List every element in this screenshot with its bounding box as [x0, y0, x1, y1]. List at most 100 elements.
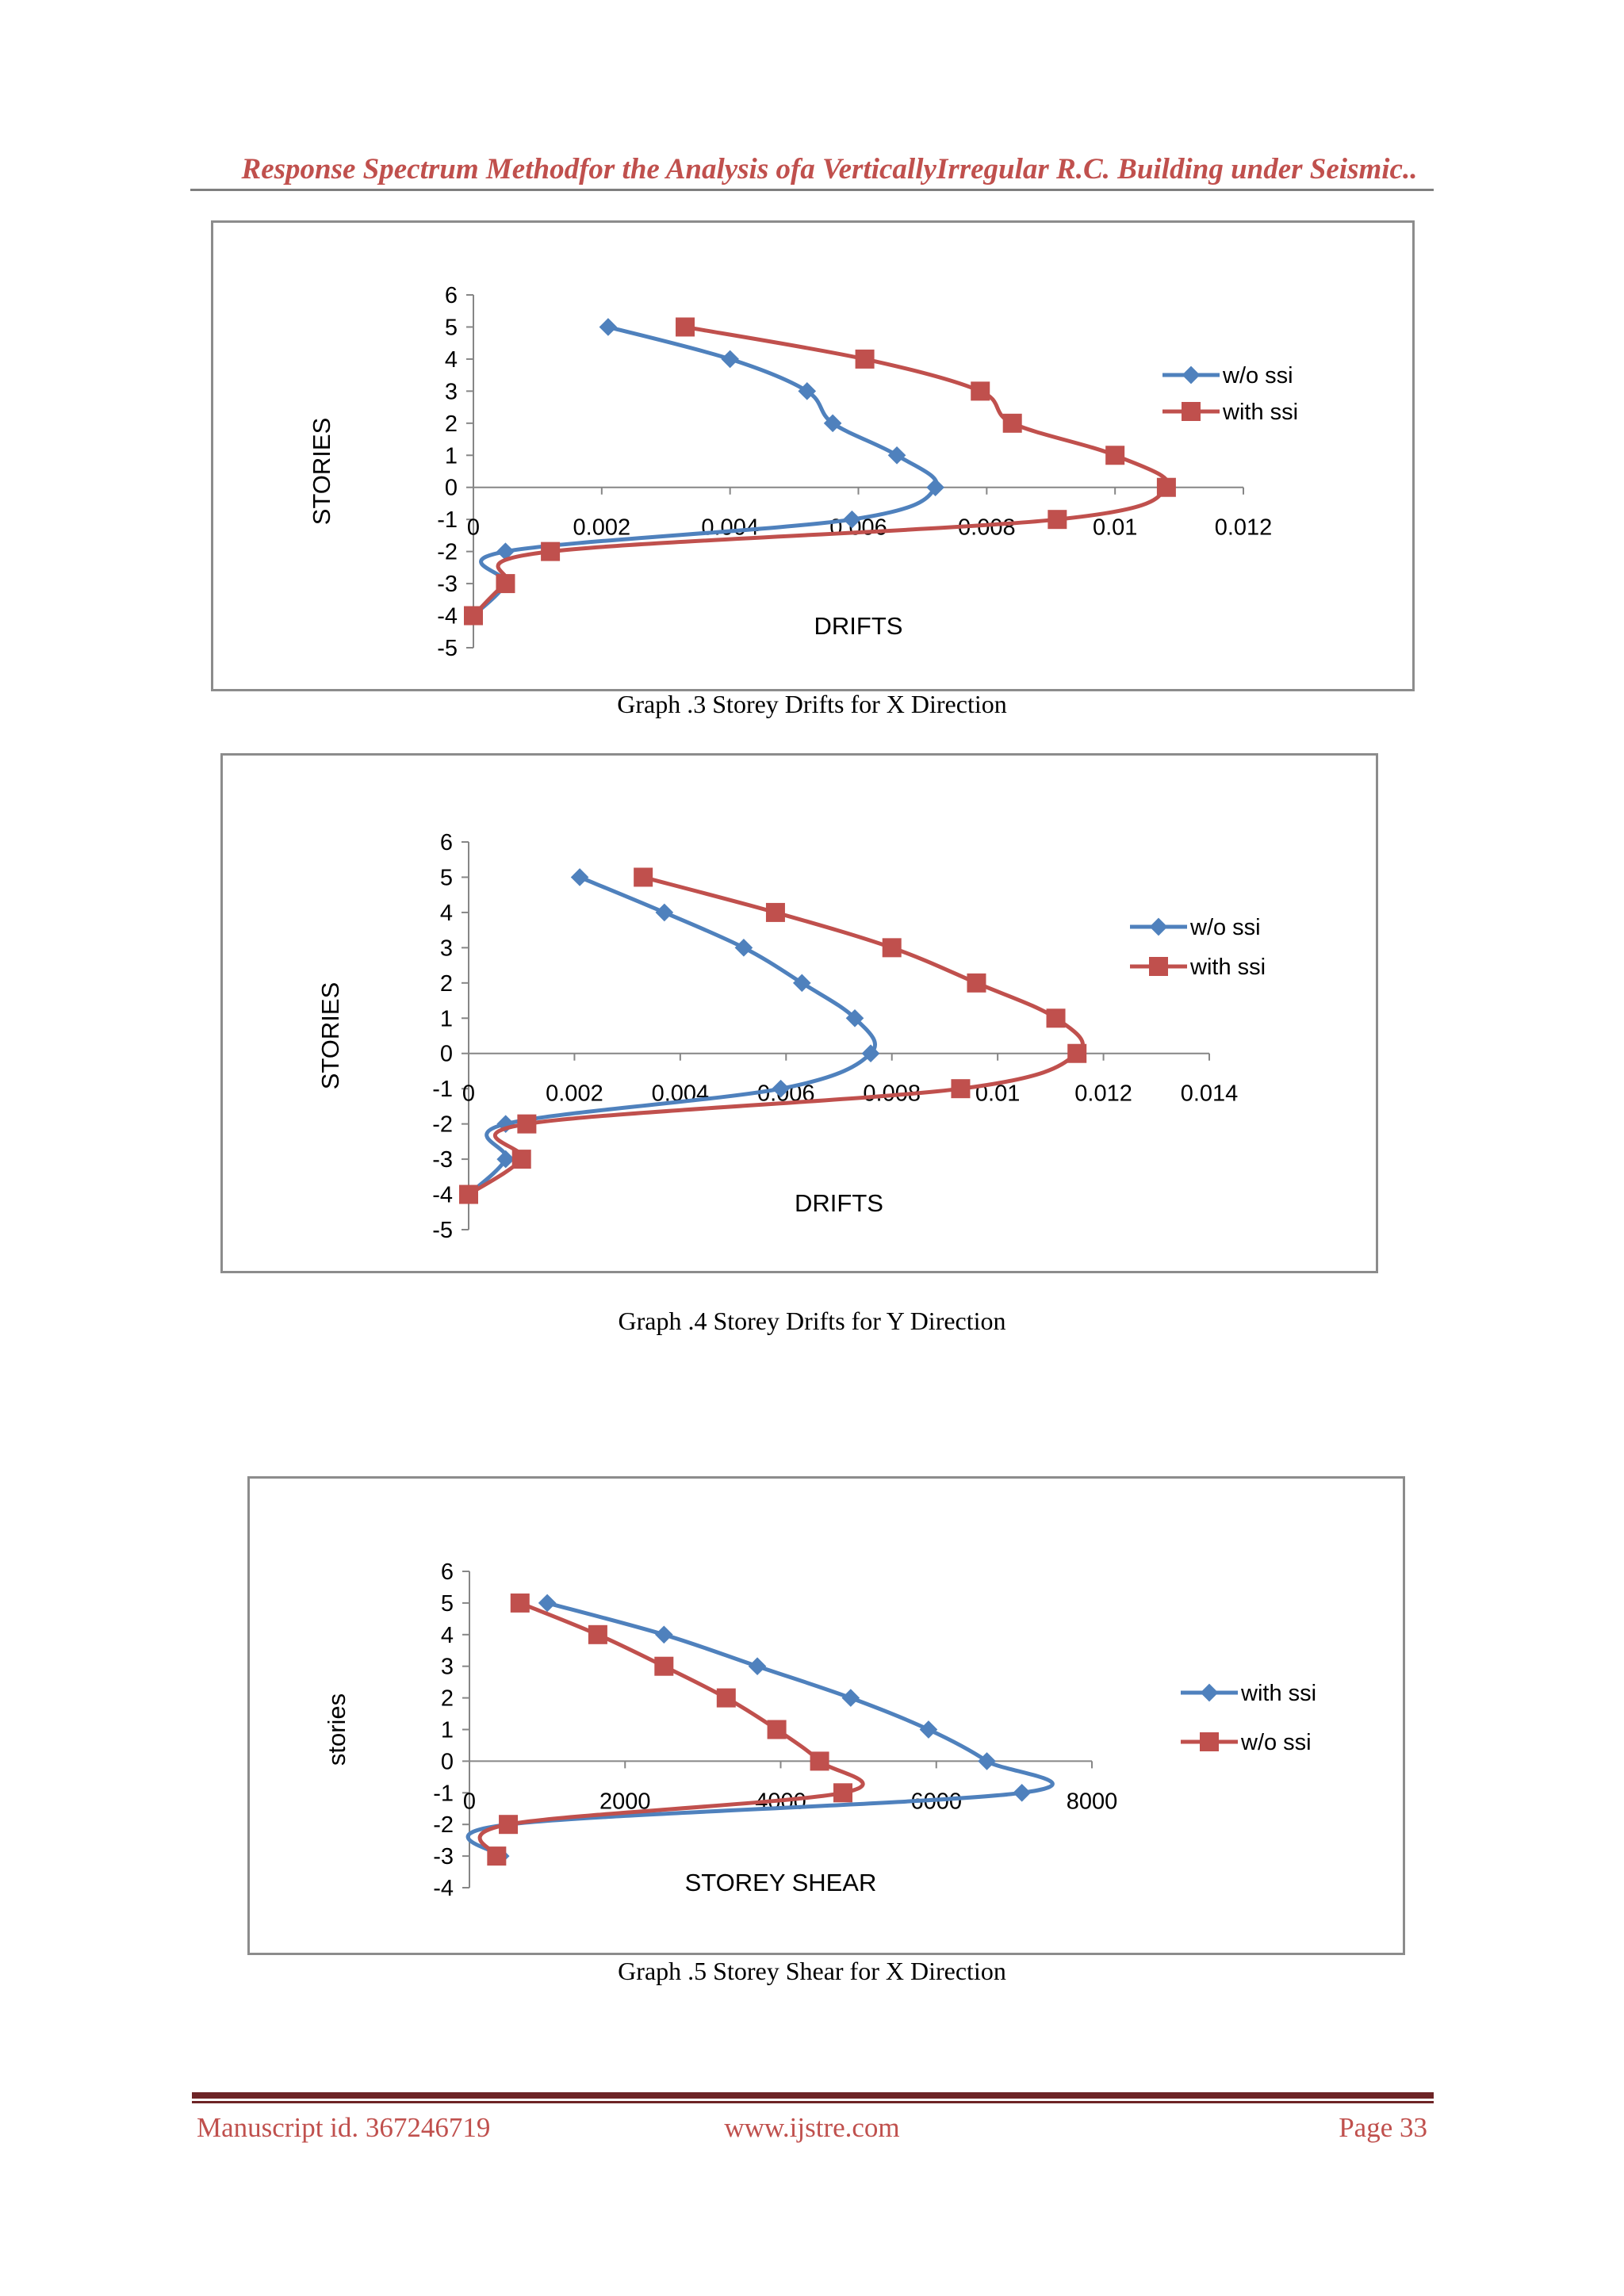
data-point-square [1156, 477, 1176, 497]
series-line-withssi [472, 324, 1170, 618]
data-point-diamond [721, 350, 739, 369]
series-line-withssi [467, 875, 1085, 1196]
data-point-diamond [792, 974, 811, 993]
footer-rule [192, 2092, 1434, 2099]
y-tick-label: 6 [440, 830, 453, 855]
y-tick-label: 1 [445, 443, 458, 469]
data-point-square [1048, 510, 1067, 530]
y-tick-label: 2 [445, 411, 458, 437]
x-tick-label: 0.002 [573, 515, 631, 541]
page-number: Page 33 [1339, 2112, 1427, 2143]
data-point-square [882, 938, 902, 958]
data-point-square [833, 1783, 852, 1803]
y-tick-label: 3 [445, 379, 458, 404]
figure-caption: Graph .5 Storey Shear for X Direction [618, 1957, 1006, 1985]
y-tick-label: 5 [441, 1591, 454, 1617]
y-tick-label: 4 [441, 1623, 454, 1648]
data-point-square [510, 1593, 530, 1613]
data-point-square [496, 574, 515, 594]
x-tick-label: 0 [467, 515, 480, 541]
legend-marker [1149, 917, 1168, 936]
data-point-diamond [887, 446, 906, 465]
data-point-diamond [748, 1657, 767, 1676]
y-tick-label: 5 [445, 315, 458, 340]
legend-label: w/o ssi [1222, 363, 1293, 388]
data-point-square [967, 973, 986, 993]
data-point-square [971, 381, 990, 401]
y-tick-label: 1 [441, 1718, 454, 1743]
data-point-square [676, 317, 695, 337]
legend-marker [1149, 957, 1168, 976]
data-point-square [634, 867, 653, 887]
y-tick-label: -4 [433, 1876, 454, 1901]
x-tick-label: 0.002 [546, 1081, 603, 1107]
y-tick-label: 6 [441, 1559, 454, 1585]
data-point-square [765, 902, 785, 922]
y-tick-label: -1 [433, 1781, 454, 1806]
y-tick-label: -4 [432, 1183, 453, 1208]
data-point-diamond [570, 868, 589, 886]
data-point-diamond [841, 1689, 860, 1707]
data-point-square [716, 1688, 736, 1708]
y-tick-label: 4 [440, 901, 453, 926]
x-axis-title: DRIFTS [795, 1189, 883, 1217]
legend-marker [1182, 402, 1201, 421]
data-point-diamond [798, 382, 817, 400]
y-axis-title: stories [323, 1693, 350, 1766]
y-axis-title: STORIES [316, 982, 344, 1090]
data-point-square [517, 1114, 537, 1134]
y-tick-label: -5 [432, 1218, 453, 1243]
y-tick-label: 0 [440, 1042, 453, 1067]
x-axis-title: DRIFTS [814, 612, 903, 640]
x-tick-label: 0 [462, 1081, 475, 1107]
chart-storey-drifts-x: 6 5 4 3 2 1 0 -1 -2 -3 -4 -5 0 0.002 0.004 0.006 0.008 0.… [211, 220, 1415, 691]
y-tick-label: -3 [437, 572, 458, 597]
data-point-diamond [843, 510, 861, 529]
figure-caption: Graph .3 Storey Drifts for X Direction [617, 690, 1007, 718]
y-tick-label: -2 [437, 540, 458, 565]
y-tick-label: -1 [437, 507, 458, 533]
y-tick-label: 6 [445, 283, 458, 308]
y-tick-label: 3 [440, 936, 453, 961]
legend-label: with ssi [1222, 400, 1298, 425]
data-point-diamond [926, 478, 944, 497]
data-point-square [464, 606, 483, 626]
y-tick-label: 0 [441, 1749, 454, 1774]
series-line-wossi [472, 325, 939, 618]
website-link[interactable]: www.ijstre.com [724, 2112, 900, 2143]
y-tick-label: 1 [440, 1006, 453, 1031]
chart-storey-drifts-y: 6 5 4 3 2 1 0 -1 -2 -3 -4 -5 0 0.002 0.004 0.006 0.008 0.… [220, 753, 1378, 1273]
y-tick-label: 2 [440, 971, 453, 997]
figure-caption: Graph .4 Storey Drifts for Y Direction [618, 1307, 1006, 1335]
data-point-square [459, 1184, 478, 1204]
y-tick-label: 2 [441, 1686, 454, 1712]
data-point-diamond [599, 318, 618, 336]
data-point-square [810, 1751, 829, 1771]
x-axis-title: STOREY SHEAR [685, 1869, 877, 1896]
y-tick-label: 3 [441, 1655, 454, 1680]
chart-storey-shear-x: 6 5 4 3 2 1 0 -1 -2 -3 -4 0 2000 4000 6000 8000 STOREY S… [247, 1476, 1405, 1955]
x-tick-label: 0.014 [1181, 1081, 1239, 1107]
header-rule [190, 189, 1434, 191]
data-point-diamond [1013, 1783, 1032, 1802]
data-point-square [654, 1656, 674, 1676]
footer-rule-thin [192, 2101, 1434, 2103]
legend-label: w/o ssi [1240, 1730, 1312, 1755]
data-point-diamond [655, 903, 674, 922]
data-point-square [1105, 446, 1125, 465]
data-point-square [487, 1846, 507, 1866]
data-point-diamond [919, 1720, 938, 1739]
series-line-wossi [477, 1601, 865, 1857]
y-tick-label: -2 [433, 1812, 454, 1838]
y-tick-label: -4 [437, 604, 458, 629]
y-tick-label: -2 [432, 1112, 453, 1138]
x-tick-label: 0.012 [1074, 1081, 1132, 1107]
data-point-diamond [772, 1079, 790, 1098]
data-point-diamond [654, 1625, 673, 1644]
x-tick-label: 8000 [1067, 1789, 1118, 1814]
data-point-square [511, 1150, 531, 1169]
data-point-square [1002, 413, 1022, 433]
data-point-square [1067, 1043, 1087, 1063]
x-tick-label: 0.01 [1093, 515, 1137, 541]
